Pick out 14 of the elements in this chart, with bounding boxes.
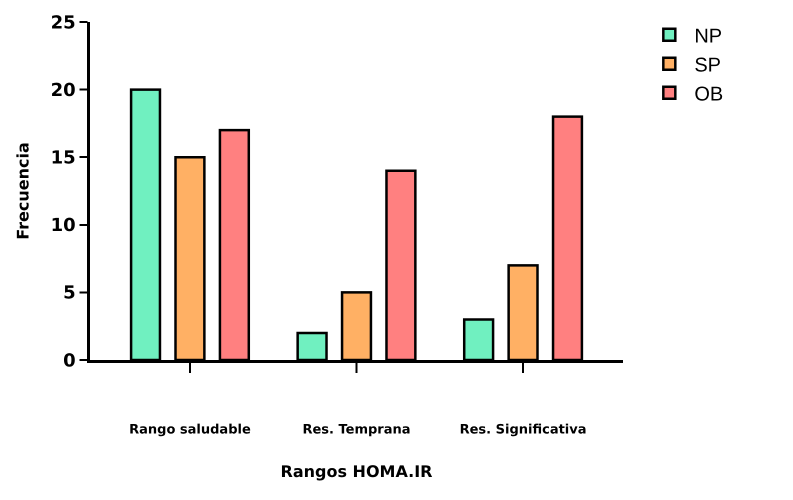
y-tick-label: 20 [50,80,76,101]
y-tick-label: 10 [50,215,76,236]
y-tick-label: 25 [50,12,76,34]
legend-label: NP [694,26,722,48]
y-tick-label: 15 [50,148,76,168]
y-tick-label: 5 [63,282,76,304]
legend-label: SP [694,54,722,77]
y-tick-label: 0 [63,350,76,372]
legend-label: OB [694,84,724,106]
y-axis-title: Frecuencia [13,142,32,240]
x-tick-label: Res. Temprana [302,422,411,438]
x-tick-label: Rango saludable [129,422,251,438]
x-tick-label: Res. Significativa [460,422,587,438]
x-axis-title: Rangos HOMA.IR [280,462,432,482]
